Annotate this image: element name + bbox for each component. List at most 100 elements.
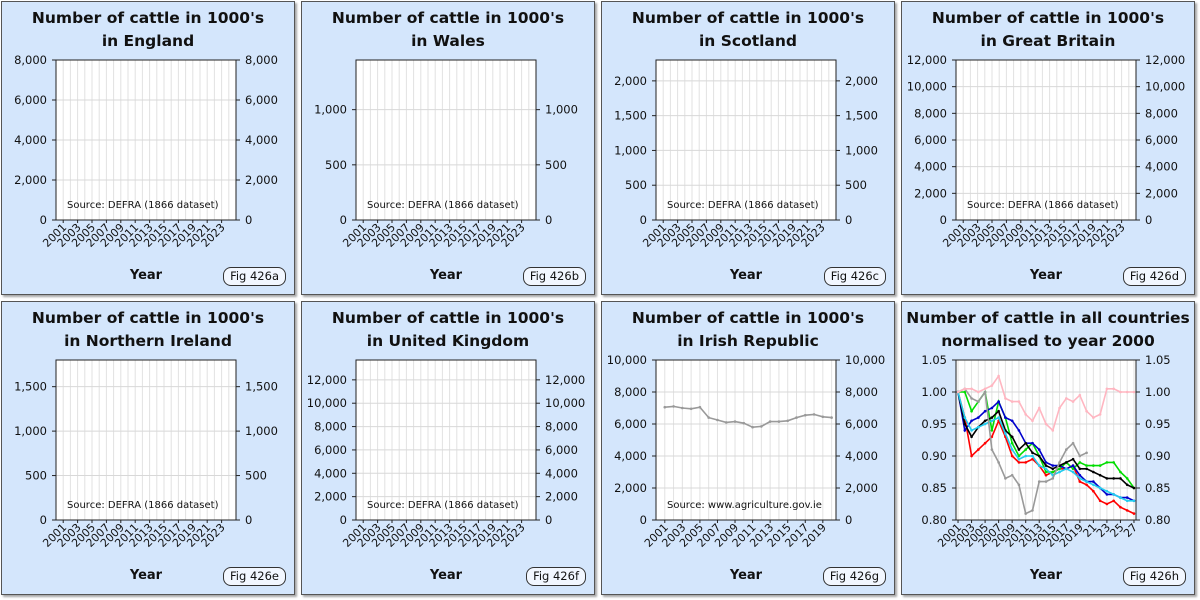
y-tick-label-left: 10,000 bbox=[607, 353, 647, 367]
data-point bbox=[1105, 502, 1109, 506]
y-tick-label-left: 1.05 bbox=[921, 353, 947, 367]
plot-frame bbox=[955, 359, 1137, 521]
data-point bbox=[1119, 496, 1122, 499]
data-point bbox=[1105, 461, 1109, 464]
chart-panel-united-kingdom: Number of cattle in 1000's in United Kin… bbox=[301, 301, 595, 595]
x-axis-label: Year bbox=[429, 568, 463, 583]
data-point bbox=[1092, 489, 1095, 493]
data-point bbox=[1071, 457, 1075, 461]
data-point bbox=[977, 448, 980, 451]
data-point bbox=[977, 400, 980, 403]
data-point bbox=[760, 425, 763, 428]
data-point bbox=[1017, 457, 1021, 461]
y-tick-label-right: 0 bbox=[1145, 213, 1152, 227]
data-point bbox=[663, 405, 667, 409]
data-point bbox=[977, 390, 980, 394]
data-point bbox=[1044, 461, 1048, 464]
data-point bbox=[970, 435, 973, 439]
y-tick-label-right: 8,000 bbox=[1145, 106, 1178, 120]
series-line bbox=[664, 405, 832, 429]
source-note: Source: DEFRA (1866 dataset) bbox=[367, 200, 519, 211]
y-tick-label-right: 12,000 bbox=[545, 373, 585, 387]
y-tick-label-right: 4,000 bbox=[1145, 160, 1178, 174]
y-tick-label-left: 10,000 bbox=[307, 396, 347, 410]
data-point bbox=[786, 419, 790, 423]
data-point bbox=[1132, 486, 1136, 490]
data-point bbox=[803, 413, 807, 417]
source-note: Source: www.agriculture.gov.ie bbox=[667, 500, 822, 511]
figure-number-badge: Fig 426c bbox=[823, 267, 886, 286]
y-tick-label-left: 2,000 bbox=[314, 490, 347, 504]
figure-number-badge: Fig 426d bbox=[1122, 267, 1186, 286]
y-tick-label-right: 1,000 bbox=[245, 424, 278, 438]
data-point bbox=[1044, 467, 1048, 471]
chart-plot: 0.80 0.80 0.85 0.85 0.90 0.90 0.95 0.95 1.00 1.00… bbox=[921, 353, 1171, 583]
y-tick-label-right: 1,000 bbox=[545, 103, 578, 117]
data-point bbox=[1125, 499, 1129, 503]
data-point bbox=[1024, 441, 1027, 445]
figure-number-badge: Fig 426e bbox=[223, 567, 286, 586]
plot-area bbox=[356, 360, 536, 520]
data-point bbox=[1092, 483, 1095, 487]
data-point bbox=[1065, 448, 1068, 451]
chart-panel-all-countries-normalised: Number of cattle in all countries normal… bbox=[901, 301, 1195, 595]
data-point bbox=[1119, 390, 1122, 394]
data-point bbox=[1031, 509, 1034, 512]
data-point bbox=[1085, 480, 1088, 483]
x-axis-label: Year bbox=[129, 268, 163, 283]
data-point bbox=[997, 400, 1000, 403]
data-point bbox=[990, 448, 994, 451]
data-point bbox=[1112, 493, 1115, 496]
y-tick-label-right: 500 bbox=[545, 158, 567, 172]
data-point bbox=[1004, 477, 1007, 480]
y-tick-label-right: 10,000 bbox=[1145, 80, 1185, 94]
source-note: Source: DEFRA (1866 dataset) bbox=[367, 500, 519, 511]
series-line bbox=[957, 387, 1087, 515]
y-tick-label-left: 4,000 bbox=[614, 449, 647, 463]
data-point bbox=[1078, 473, 1082, 477]
data-point bbox=[963, 429, 967, 432]
data-point bbox=[1058, 467, 1061, 471]
y-tick-label-right: 8,000 bbox=[545, 420, 578, 434]
data-point bbox=[1037, 454, 1041, 458]
y-tick-label-left: 6,000 bbox=[314, 443, 347, 457]
data-point bbox=[990, 429, 994, 432]
data-point bbox=[983, 441, 987, 445]
y-tick-label-right: 1.05 bbox=[1145, 353, 1171, 367]
y-tick-label-right: 0.80 bbox=[1145, 513, 1171, 527]
data-point bbox=[1051, 477, 1055, 480]
data-point bbox=[1132, 390, 1136, 394]
figure-number-badge: Fig 426h bbox=[1122, 567, 1186, 586]
data-point bbox=[1024, 461, 1027, 464]
data-point bbox=[1105, 387, 1109, 391]
data-point bbox=[1017, 429, 1021, 432]
plot-area bbox=[656, 360, 836, 520]
data-point bbox=[983, 390, 987, 394]
y-tick-label-right: 500 bbox=[245, 469, 267, 483]
gridlines bbox=[55, 360, 237, 521]
data-point bbox=[1105, 489, 1109, 493]
y-tick-label-left: 8,000 bbox=[614, 385, 647, 399]
y-tick-label-right: 12,000 bbox=[1145, 53, 1185, 67]
data-point bbox=[1119, 477, 1122, 480]
data-point bbox=[1051, 470, 1055, 474]
data-point bbox=[1071, 400, 1075, 403]
y-tick-label-right: 8,000 bbox=[845, 385, 878, 399]
chart-panel-irish-republic: Number of cattle in 1000's in Irish Repu… bbox=[601, 301, 895, 595]
data-point bbox=[1044, 470, 1048, 474]
data-point bbox=[970, 419, 973, 423]
plot-frame bbox=[55, 359, 237, 521]
data-point bbox=[1105, 477, 1109, 480]
data-point bbox=[1105, 493, 1109, 496]
data-point bbox=[1132, 512, 1136, 515]
data-point bbox=[1010, 441, 1014, 445]
y-tick-label-left: 6,000 bbox=[914, 133, 947, 147]
y-tick-label-left: 0 bbox=[40, 513, 47, 527]
data-point bbox=[1071, 467, 1075, 471]
data-point bbox=[990, 384, 994, 387]
plot-frame bbox=[655, 359, 837, 521]
y-tick-label-right: 0 bbox=[245, 213, 252, 227]
y-tick-label-left: 2,000 bbox=[614, 481, 647, 495]
data-point bbox=[1044, 480, 1048, 483]
